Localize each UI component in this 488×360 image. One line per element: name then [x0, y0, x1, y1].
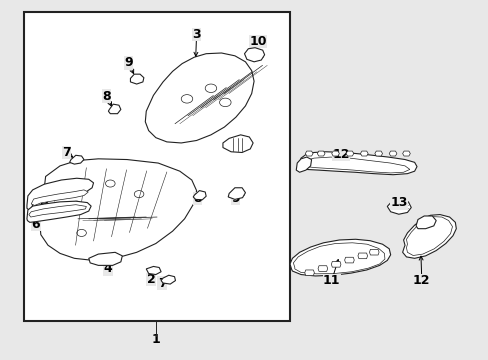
Polygon shape [415, 216, 435, 229]
Text: 10: 10 [249, 35, 266, 48]
Polygon shape [89, 252, 122, 265]
Text: 7: 7 [61, 146, 70, 159]
Text: 1: 1 [151, 333, 160, 346]
Polygon shape [317, 266, 327, 271]
Polygon shape [29, 205, 86, 217]
Polygon shape [331, 261, 340, 267]
Polygon shape [304, 270, 314, 276]
Text: 13: 13 [389, 197, 407, 210]
Polygon shape [69, 155, 84, 164]
Polygon shape [317, 151, 325, 156]
Text: 5: 5 [40, 195, 48, 208]
Polygon shape [244, 48, 264, 62]
Text: 11: 11 [322, 274, 340, 287]
Polygon shape [108, 104, 121, 114]
Polygon shape [31, 190, 88, 206]
Text: 9: 9 [231, 192, 240, 205]
Polygon shape [402, 151, 409, 156]
Polygon shape [346, 151, 353, 156]
Text: 8: 8 [193, 192, 202, 205]
Polygon shape [296, 157, 311, 172]
Text: 12: 12 [332, 148, 349, 161]
Text: 4: 4 [103, 262, 112, 275]
Text: 8: 8 [102, 90, 111, 103]
Polygon shape [161, 275, 175, 284]
Text: 3: 3 [192, 28, 201, 41]
Polygon shape [357, 253, 367, 259]
Text: 9: 9 [124, 57, 133, 69]
Polygon shape [293, 243, 384, 274]
Polygon shape [27, 201, 91, 222]
Polygon shape [406, 217, 451, 256]
Polygon shape [305, 151, 312, 156]
Polygon shape [369, 249, 378, 255]
Polygon shape [193, 190, 206, 200]
Polygon shape [331, 151, 339, 156]
Polygon shape [146, 266, 161, 275]
Polygon shape [388, 151, 396, 156]
Text: 2: 2 [146, 273, 155, 286]
Polygon shape [40, 159, 196, 260]
Polygon shape [360, 151, 367, 156]
Polygon shape [223, 135, 253, 153]
Polygon shape [344, 257, 353, 263]
Polygon shape [386, 199, 410, 214]
Bar [24, 13, 289, 321]
Polygon shape [130, 74, 143, 84]
Polygon shape [303, 157, 409, 173]
Polygon shape [27, 178, 93, 210]
Polygon shape [145, 53, 254, 143]
Polygon shape [228, 188, 245, 199]
Polygon shape [402, 215, 455, 258]
Polygon shape [374, 151, 382, 156]
Text: 7: 7 [157, 276, 166, 289]
Polygon shape [298, 152, 416, 175]
Polygon shape [289, 239, 390, 276]
Text: 6: 6 [32, 217, 41, 231]
Text: 12: 12 [412, 274, 429, 287]
